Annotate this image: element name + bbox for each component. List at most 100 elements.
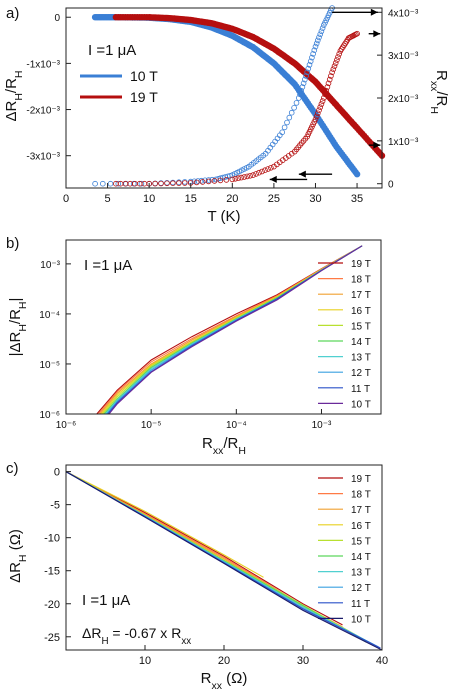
data-point xyxy=(299,84,306,90)
x-tick-label: 10⁻⁶ xyxy=(56,420,77,431)
axis-arrow-head xyxy=(298,170,306,178)
data-point xyxy=(295,95,302,101)
data-point xyxy=(319,98,326,104)
data-point xyxy=(115,180,122,187)
series-line xyxy=(106,245,363,415)
legend-label: 12 T xyxy=(351,368,371,379)
data-point xyxy=(304,69,311,76)
axis-arrow-head xyxy=(373,141,381,149)
legend-label: 17 T xyxy=(351,505,371,516)
data-point xyxy=(322,91,328,98)
legend-label: 10 T xyxy=(351,399,371,410)
data-point xyxy=(198,177,205,184)
data-point xyxy=(152,180,158,187)
series-line xyxy=(100,245,363,415)
axis-arrow-head xyxy=(373,30,381,38)
legend-label: 13 T xyxy=(351,568,371,579)
fit-annotation: ΔRH​ = -0.67 x Rxx​ xyxy=(82,625,191,647)
data-point xyxy=(262,167,268,174)
data-point xyxy=(310,51,316,57)
data-point xyxy=(298,87,305,94)
y-tick-label-left: -2x10⁻³ xyxy=(26,106,60,117)
data-point xyxy=(138,180,145,187)
data-point xyxy=(232,176,239,182)
legend-label: 11 T xyxy=(351,384,370,395)
data-point xyxy=(199,179,206,185)
data-point xyxy=(316,34,322,41)
series-line xyxy=(65,471,264,578)
data-point xyxy=(250,172,256,178)
data-point xyxy=(317,104,324,110)
y-tick-label: -15 xyxy=(44,566,60,578)
series-line xyxy=(96,245,363,415)
data-point xyxy=(182,180,188,186)
x-tick-label: 10⁻³ xyxy=(312,420,332,431)
data-point xyxy=(268,165,274,171)
plot-frame xyxy=(65,239,382,415)
y-tick-label-left: -1x10⁻³ xyxy=(26,59,60,70)
data-point xyxy=(325,80,332,87)
series-line xyxy=(108,245,363,415)
y-tick-label-left: -3x10⁻³ xyxy=(26,152,60,163)
series-line xyxy=(97,245,363,415)
data-point xyxy=(332,60,339,66)
series-line xyxy=(103,245,363,415)
data-point xyxy=(336,51,343,57)
data-point xyxy=(306,62,313,68)
current-annotation: I =1 μA xyxy=(82,592,130,609)
series-line xyxy=(65,471,383,651)
data-point xyxy=(324,84,331,90)
x-tick-label: 10⁻⁵ xyxy=(141,420,162,431)
y-tick-label: 0 xyxy=(54,467,60,479)
x-tick-label: 10 xyxy=(143,193,155,205)
data-point xyxy=(92,180,98,187)
y-tick-label: -5 xyxy=(50,500,60,512)
data-point xyxy=(288,109,295,116)
panel-a-label: a) xyxy=(6,5,19,22)
x-tick-label: 10⁻⁴ xyxy=(226,420,247,431)
data-point xyxy=(320,95,327,101)
legend-label: 14 T xyxy=(351,337,371,348)
current-annotation: I =1 μA xyxy=(88,42,136,59)
y-tick-label-right: 4x10⁻³ xyxy=(388,8,419,19)
y-axis-title: ΔRH​ (Ω) xyxy=(7,529,29,583)
y-tick-label: 10⁻⁶ xyxy=(39,410,60,421)
y-axis-title-right: Rxx​/RH​ xyxy=(428,70,450,114)
panel-c-label: c) xyxy=(6,460,19,477)
axis-arrow-head xyxy=(370,8,378,16)
data-point xyxy=(297,91,303,98)
data-point xyxy=(303,73,309,79)
x-tick-label: 20 xyxy=(226,193,238,205)
x-tick-label: 35 xyxy=(351,193,363,205)
data-point xyxy=(331,63,338,69)
x-axis-title: Rxx​/RH​ xyxy=(202,435,246,457)
data-point xyxy=(235,175,242,182)
x-tick-label: 15 xyxy=(185,193,197,205)
x-tick-label: 5 xyxy=(105,193,111,205)
y-tick-label-right: 1x10⁻³ xyxy=(388,137,419,148)
legend-label: 12 T xyxy=(351,583,371,594)
data-point xyxy=(256,169,262,176)
legend-label: 19 T xyxy=(130,89,158,105)
data-point xyxy=(319,25,326,32)
data-point xyxy=(291,105,297,111)
x-tick-label: 30 xyxy=(309,193,321,205)
data-point xyxy=(141,180,148,187)
data-point xyxy=(265,166,271,172)
y-tick-label-right: 2x10⁻³ xyxy=(388,94,419,105)
data-point xyxy=(316,107,322,113)
data-point xyxy=(259,168,265,175)
data-point xyxy=(241,174,248,180)
y-axis-title: |ΔRH​/RH​| xyxy=(7,298,29,357)
data-point xyxy=(353,171,361,178)
legend-label: 17 T xyxy=(351,290,371,301)
data-point xyxy=(326,76,333,83)
data-point xyxy=(300,80,307,87)
x-tick-label: 25 xyxy=(268,193,280,205)
data-point xyxy=(279,129,286,136)
data-point xyxy=(318,101,325,107)
data-point xyxy=(170,180,176,187)
data-point xyxy=(304,133,311,140)
data-point xyxy=(286,114,293,121)
